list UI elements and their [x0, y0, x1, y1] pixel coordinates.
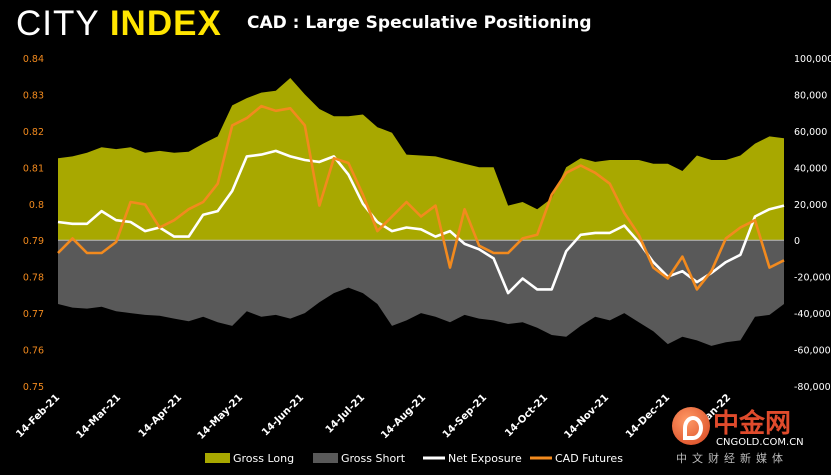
x-axis-tick-label: 14-Feb-21: [14, 392, 62, 440]
right-axis-tick-label: 80,000: [794, 90, 827, 101]
x-axis-tick-label: 14-Dec-21: [624, 392, 672, 440]
watermark-logo-icon: [672, 407, 710, 445]
right-axis-tick-label: 100,000: [794, 54, 831, 65]
left-axis-tick-label: 0.77: [23, 309, 44, 320]
series-cad-futures-line: [57, 104, 785, 291]
x-axis-tick-label: 14-Nov-21: [562, 392, 611, 441]
watermark-name: 中金网: [713, 409, 792, 439]
legend-swatch: [205, 453, 230, 463]
watermark-url: CNGOLD.COM.CN: [716, 437, 804, 448]
x-axis-tick-label: 14-Jun-21: [260, 392, 306, 438]
right-axis-tick-label: -20,000: [794, 273, 831, 284]
x-axis-tick-label: 14-Apr-21: [137, 392, 184, 439]
right-axis-tick-label: -40,000: [794, 309, 831, 320]
left-axis-tick-label: 0.78: [23, 273, 44, 284]
left-axis-tick-label: 0.82: [23, 127, 44, 138]
x-axis-tick-label: 14-Oct-21: [503, 392, 550, 439]
left-axis-tick-label: 0.75: [23, 382, 44, 393]
left-axis-tick-label: 0.76: [23, 346, 44, 357]
x-axis-tick-label: 14-Sep-21: [441, 392, 489, 440]
legend-swatch: [313, 453, 338, 463]
right-axis-tick-label: 0: [794, 236, 800, 247]
right-axis-tick-label: 60,000: [794, 127, 827, 138]
legend-label: Gross Long: [233, 452, 294, 465]
right-axis-tick-label: -60,000: [794, 346, 831, 357]
left-axis-tick-label: 0.81: [23, 163, 44, 174]
series-net-exposure-line: [57, 149, 785, 295]
x-axis-tick-label: 14-May-21: [196, 392, 246, 442]
series-gross-short-area: [58, 240, 784, 346]
right-axis-tick-label: 40,000: [794, 163, 827, 174]
left-axis-tick-label: 0.84: [23, 54, 44, 65]
chart-title: CAD : Large Speculative Positioning: [247, 13, 592, 33]
series-gross-long-area: [58, 78, 784, 241]
city-index-logo: CITY INDEX: [16, 4, 222, 43]
x-axis-tick-label: 14-Mar-21: [74, 392, 123, 441]
x-axis-tick-label: 14-Jul-21: [324, 392, 367, 435]
legend-label: CAD Futures: [555, 452, 623, 465]
left-axis-tick-label: 0.8: [29, 200, 44, 211]
right-axis-tick-label: -80,000: [794, 382, 831, 393]
x-axis-tick-label: 14-Aug-21: [379, 392, 428, 441]
right-axis-tick-label: 20,000: [794, 200, 827, 211]
left-axis-tick-label: 0.79: [23, 236, 44, 247]
watermark-tagline: 中文财经新媒体: [676, 452, 788, 465]
legend-label: Net Exposure: [448, 452, 522, 465]
left-axis-tick-label: 0.83: [23, 90, 44, 101]
legend-label: Gross Short: [341, 452, 406, 465]
